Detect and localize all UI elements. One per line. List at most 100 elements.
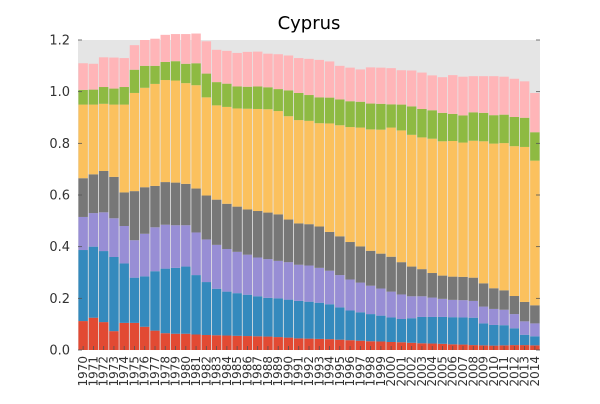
bar-segment-1980-s2 (181, 266, 191, 334)
bar-segment-1998-s7 (365, 67, 376, 104)
bar-segment-1980-s5 (181, 83, 191, 184)
x-tick-label-1987: 1987 (251, 356, 265, 387)
bar-segment-1973-s4 (109, 176, 119, 219)
bar-segment-1984-s5 (222, 106, 232, 204)
x-tick-label-1981: 1981 (189, 356, 203, 387)
bar-segment-2003-s5 (417, 137, 427, 270)
y-tick-label: 0.8 (49, 137, 70, 152)
bar-segment-2009-s4 (478, 283, 489, 307)
bar-segment-1979-s3 (170, 225, 181, 268)
x-tick-label-1979: 1979 (169, 356, 183, 387)
bar-segment-1975-s1 (129, 322, 140, 351)
x-tick-label-1970: 1970 (76, 356, 90, 387)
bar-segment-1976-s1 (140, 326, 150, 350)
bar-segment-2001-s3 (396, 294, 407, 319)
bar-segment-2014-s5 (530, 160, 540, 306)
x-tick-label-2006: 2006 (446, 356, 460, 387)
bar-segment-1994-s2 (324, 304, 335, 340)
bar-segment-1979-s1 (170, 333, 181, 350)
bar-segment-1982-s4 (201, 195, 212, 240)
bar-segment-1976-s7 (140, 40, 150, 66)
x-tick-label-1977: 1977 (148, 356, 162, 387)
bar-segment-1984-s7 (222, 50, 232, 84)
bar-segment-1989-s1 (273, 337, 283, 350)
bar-segment-1970-s5 (78, 104, 88, 179)
bar-segment-2005-s4 (437, 275, 448, 299)
bar-segment-2009-s2 (478, 323, 489, 346)
bar-segment-1993-s1 (314, 338, 324, 350)
bar-segment-1974-s3 (119, 226, 129, 264)
bar-segment-1978-s3 (160, 224, 170, 269)
bar-segment-1996-s2 (345, 310, 355, 341)
bar-segment-2003-s7 (417, 72, 427, 109)
bar-segment-2003-s4 (417, 269, 427, 297)
bar-segment-1994-s6 (324, 97, 335, 124)
bar-segment-1992-s5 (304, 120, 314, 225)
bar-segment-1983-s1 (211, 335, 222, 350)
bar-segment-1980-s7 (181, 34, 191, 64)
bar-segment-1997-s2 (355, 312, 366, 341)
x-tick-label-2014: 2014 (528, 356, 542, 387)
bar-segment-1978-s6 (160, 61, 170, 81)
bar-segment-2000-s5 (386, 127, 396, 257)
x-tick-label-1976: 1976 (138, 356, 152, 387)
bar-segment-1983-s6 (211, 82, 222, 106)
bar-segment-1971-s3 (88, 213, 99, 247)
bar-segment-2012-s5 (509, 146, 520, 297)
x-tick-label-1984: 1984 (220, 356, 234, 387)
bar-segment-1984-s2 (222, 291, 232, 336)
bar-segment-1981-s2 (191, 275, 201, 335)
x-tick-label-2010: 2010 (487, 356, 501, 387)
bar-segment-2004-s5 (427, 138, 437, 274)
bar-segment-1987-s1 (252, 336, 263, 350)
bar-segment-1990-s3 (283, 262, 294, 300)
x-tick-label-2004: 2004 (425, 356, 439, 387)
bar-segment-2011-s3 (499, 309, 509, 326)
x-tick-label-1971: 1971 (86, 356, 100, 387)
bar-segment-1972-s7 (98, 57, 109, 88)
bar-segment-1987-s5 (252, 108, 263, 212)
bar-segment-1994-s7 (324, 61, 335, 98)
bar-segment-1981-s5 (191, 85, 201, 189)
bar-segment-1990-s6 (283, 90, 294, 117)
bar-segment-1999-s2 (376, 315, 386, 342)
bar-segment-1995-s4 (335, 236, 345, 276)
bar-segment-1996-s7 (345, 67, 355, 102)
bar-segment-2002-s6 (406, 106, 417, 135)
bar-segment-2008-s2 (468, 317, 478, 346)
bar-segment-1975-s3 (129, 240, 140, 278)
bar-segment-2006-s2 (448, 317, 458, 345)
bar-segment-1981-s1 (191, 334, 201, 350)
bar-segment-2006-s4 (448, 276, 458, 300)
bar-segment-1991-s3 (294, 264, 304, 301)
bar-segment-1975-s4 (129, 191, 140, 241)
bar-segment-1988-s3 (263, 259, 273, 298)
bar-segment-1976-s5 (140, 87, 150, 188)
bar-segment-1999-s5 (376, 129, 386, 254)
bar-segment-1991-s2 (294, 300, 304, 339)
bar-segment-2009-s6 (478, 112, 489, 142)
bar-segment-1999-s4 (376, 253, 386, 289)
bar-segment-1995-s3 (335, 275, 345, 308)
bar-segment-2007-s6 (458, 115, 468, 143)
bar-segment-1992-s6 (304, 95, 314, 121)
x-tick-label-2009: 2009 (477, 356, 491, 387)
bar-segment-1993-s5 (314, 123, 324, 227)
bar-segment-1983-s5 (211, 105, 222, 200)
bar-segment-1974-s7 (119, 58, 129, 88)
bar-segment-1987-s7 (252, 51, 263, 87)
bar-segment-1985-s1 (232, 335, 242, 350)
bar-segment-1999-s7 (376, 67, 386, 104)
x-tick-label-1983: 1983 (210, 356, 224, 387)
bar-segment-1990-s1 (283, 337, 294, 350)
bar-segment-2000-s7 (386, 68, 396, 105)
bar-segment-1989-s2 (273, 298, 283, 338)
bar-segment-1986-s2 (242, 294, 253, 337)
bar-segment-2013-s3 (519, 321, 530, 335)
bar-segment-2004-s4 (427, 273, 437, 298)
x-tick-label-1989: 1989 (271, 356, 285, 387)
bar-segment-2007-s3 (458, 300, 468, 318)
bar-segment-2011-s4 (499, 290, 509, 310)
bar-segment-1992-s2 (304, 301, 314, 339)
bar-segment-2012-s2 (509, 328, 520, 346)
